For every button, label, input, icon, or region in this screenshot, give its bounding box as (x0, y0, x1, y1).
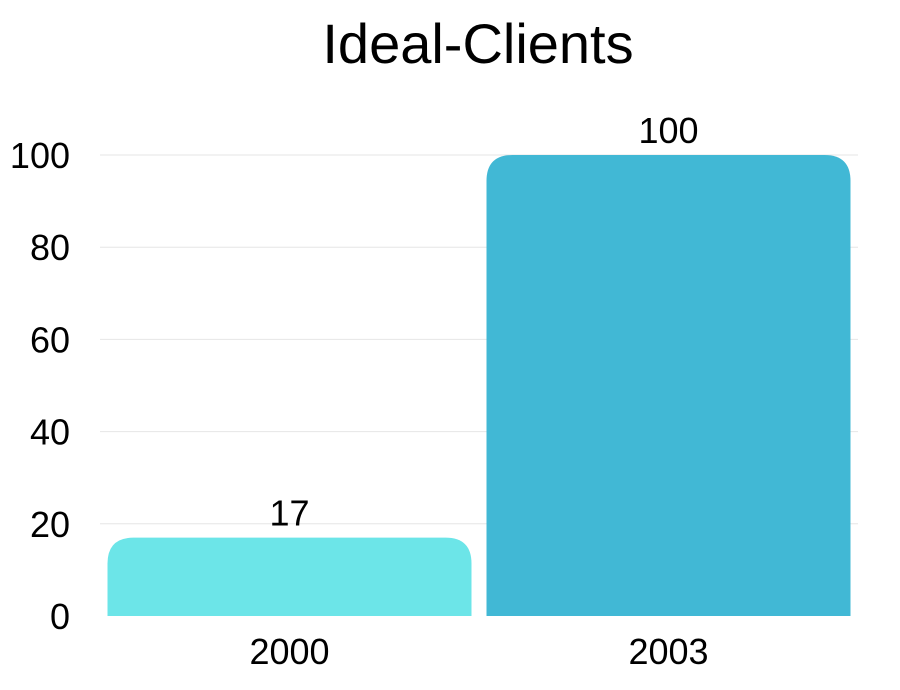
chart-title: Ideal-Clients (322, 12, 633, 75)
y-tick-label: 60 (30, 319, 70, 360)
bar-2000 (107, 537, 472, 616)
y-tick-label: 0 (50, 596, 70, 637)
y-tick-label: 40 (30, 412, 70, 453)
data-labels: 17 100 (269, 110, 698, 534)
x-tick-label: 2003 (628, 631, 708, 672)
data-label: 100 (638, 110, 698, 151)
x-axis: 2000 2003 (249, 631, 708, 672)
data-label: 17 (269, 493, 309, 534)
bar-2003 (486, 155, 851, 616)
bars (107, 155, 851, 616)
y-tick-label: 100 (10, 135, 70, 176)
x-tick-label: 2000 (249, 631, 329, 672)
y-tick-label: 80 (30, 227, 70, 268)
y-tick-label: 20 (30, 504, 70, 545)
y-axis: 0 20 40 60 80 100 (10, 135, 70, 637)
